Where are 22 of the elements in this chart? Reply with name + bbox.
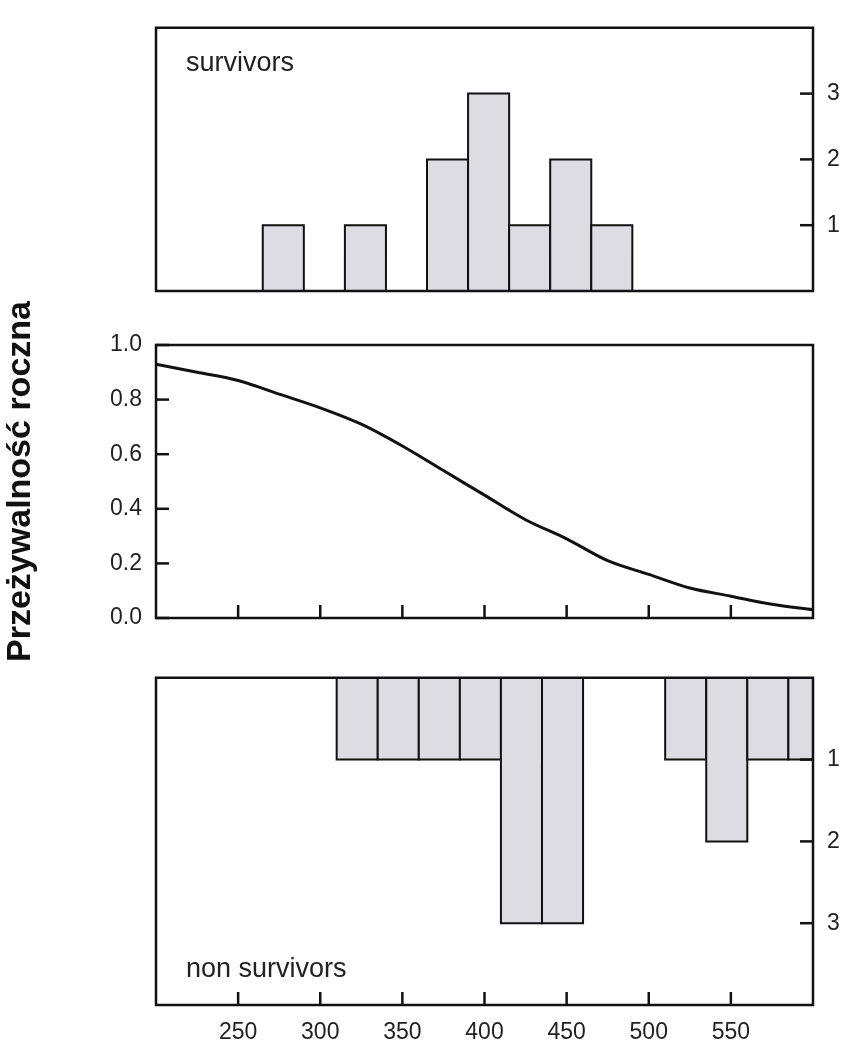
y-tick-label: 0.6 [110, 439, 142, 466]
x-tick-label: 550 [711, 1018, 751, 1045]
y-tick-label: 1 [827, 210, 840, 237]
y-tick-label: 1.0 [110, 330, 142, 357]
x-tick-label: 300 [301, 1018, 340, 1045]
y-tick-label: 0.0 [110, 603, 142, 630]
annotation: survivors [186, 46, 295, 77]
x-tick-label: 400 [465, 1018, 504, 1045]
y-tick-label: 3 [827, 78, 840, 105]
x-tick-label: 450 [547, 1018, 586, 1045]
x-tick-label: 250 [218, 1018, 258, 1045]
x-tick-label: 350 [383, 1018, 422, 1045]
y-tick-label: 2 [827, 144, 840, 171]
annotation: non survivors [186, 952, 347, 983]
y-tick-label: 2 [827, 826, 840, 853]
y-tick-label: 1 [827, 744, 840, 771]
y-tick-label: 0.2 [110, 548, 142, 575]
y-tick-label: 3 [827, 908, 840, 935]
y-axis-title: Przeżywalność roczna [0, 299, 37, 662]
x-tick-label: 500 [629, 1018, 668, 1045]
y-tick-label: 0.4 [110, 494, 143, 521]
y-tick-label: 0.8 [110, 384, 142, 411]
